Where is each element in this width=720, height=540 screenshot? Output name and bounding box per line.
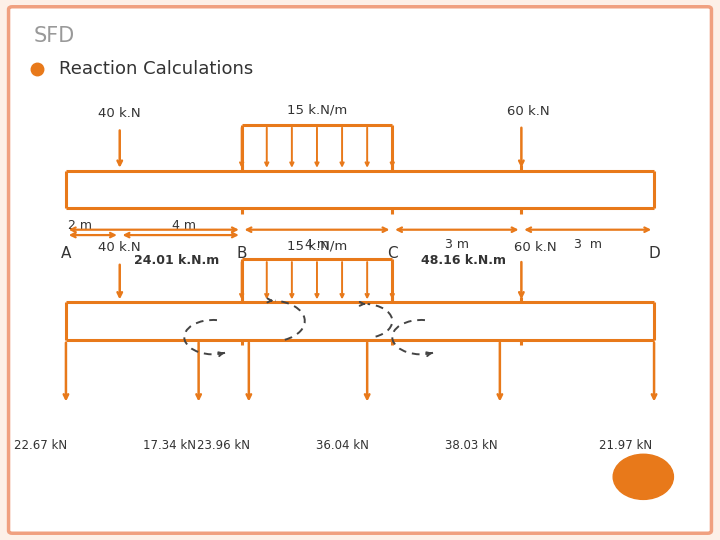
Text: 15 k.N/m: 15 k.N/m	[287, 240, 347, 253]
Text: 40 k.N: 40 k.N	[99, 106, 141, 119]
Text: C: C	[387, 246, 397, 261]
Text: 60 k.N: 60 k.N	[514, 241, 557, 254]
Text: 21.97 kN: 21.97 kN	[599, 439, 652, 452]
Circle shape	[613, 454, 673, 500]
Text: 60 k.N: 60 k.N	[507, 105, 550, 118]
Text: B: B	[236, 246, 247, 261]
Text: Reaction Calculations: Reaction Calculations	[59, 59, 253, 78]
Text: SFD: SFD	[34, 25, 75, 45]
Text: D: D	[648, 246, 660, 261]
Text: 40 k.N: 40 k.N	[99, 241, 141, 254]
Text: 24.01 k.N.m: 24.01 k.N.m	[135, 254, 220, 267]
Text: 3  m: 3 m	[574, 238, 602, 251]
Text: 2 m: 2 m	[68, 219, 92, 232]
Text: A: A	[60, 246, 71, 261]
Text: 23.96 kN: 23.96 kN	[197, 439, 251, 452]
Text: 36.04 kN: 36.04 kN	[315, 439, 369, 452]
Text: 22.67 kN: 22.67 kN	[14, 439, 68, 452]
FancyBboxPatch shape	[9, 7, 711, 533]
Text: 4 m: 4 m	[172, 219, 197, 232]
Text: 38.03 kN: 38.03 kN	[445, 439, 498, 452]
Text: 3 m: 3 m	[445, 238, 469, 251]
Text: 48.16 k.N.m: 48.16 k.N.m	[421, 254, 506, 267]
Text: 17.34 kN: 17.34 kN	[143, 439, 197, 452]
Text: 15 k.N/m: 15 k.N/m	[287, 104, 347, 117]
Text: 4 m: 4 m	[305, 238, 329, 251]
